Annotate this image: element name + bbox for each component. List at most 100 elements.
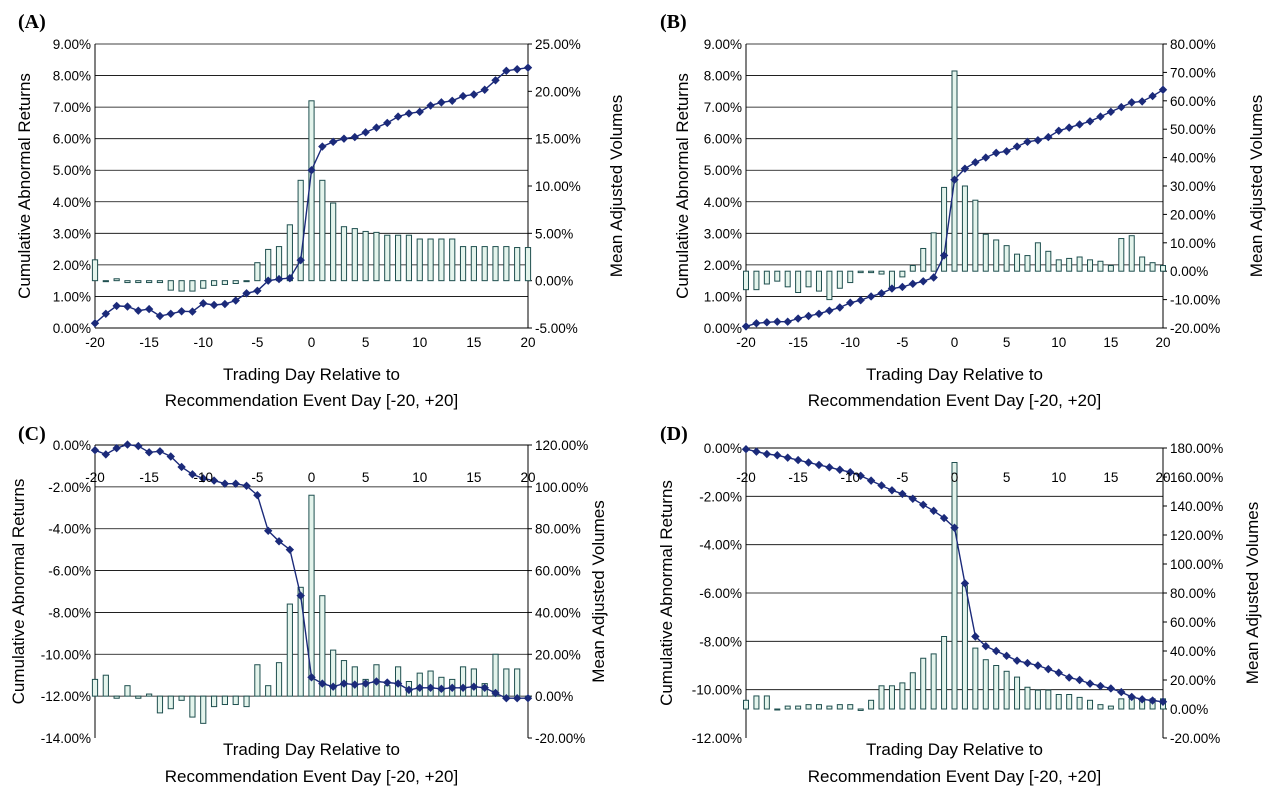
left-axis-tick-label: 0.00% <box>53 321 91 336</box>
car-data-point <box>166 309 175 318</box>
x-axis-tick-label: 0 <box>951 335 959 350</box>
volume-bar <box>178 695 185 701</box>
x-axis-tick-label: 5 <box>362 470 370 485</box>
car-data-point <box>144 304 154 314</box>
car-data-point <box>469 90 479 99</box>
left-axis-tick-label: 9.00% <box>704 37 742 52</box>
car-data-point <box>825 306 834 315</box>
volume-bar <box>1087 259 1094 272</box>
car-data-point <box>741 445 751 454</box>
x-axis-tick-label: -20 <box>736 470 756 485</box>
car-data-point <box>1127 692 1136 702</box>
car-data-point <box>393 112 403 121</box>
volume-bar <box>836 704 843 710</box>
car-data-point <box>512 65 522 74</box>
volume-bar <box>124 280 131 284</box>
car-data-point <box>762 318 772 327</box>
x-axis-tick-label: -15 <box>139 335 159 350</box>
volume-bar <box>1159 265 1167 272</box>
car-data-point <box>101 309 111 318</box>
volume-bar <box>920 247 927 272</box>
right-axis-tick-label: 25.00% <box>535 37 581 52</box>
volume-bar <box>784 270 791 288</box>
volume-bar <box>826 705 833 710</box>
volume-bar <box>857 708 864 711</box>
left-axis-tick-label: 4.00% <box>704 195 742 210</box>
volume-bar <box>243 280 250 283</box>
x-axis-tick-label: 0 <box>951 470 959 485</box>
volume-bar <box>857 270 864 274</box>
right-axis-tick-label: 0.00% <box>535 689 573 704</box>
car-data-point <box>426 101 435 110</box>
left-axis-tick-label: -8.00% <box>48 605 91 620</box>
volume-bar <box>784 705 791 710</box>
right-axis-tick-label: 5.00% <box>535 226 573 241</box>
left-axis-tick-label: -4.00% <box>699 538 742 553</box>
car-data-point <box>1023 658 1032 668</box>
car-data-point <box>383 678 392 687</box>
car-data-point <box>1023 137 1032 147</box>
volume-bar <box>899 682 906 710</box>
car-data-point <box>469 682 479 691</box>
right-axis-tick-label: 60.00% <box>1170 94 1216 109</box>
x-axis-tick-label: 20 <box>1155 335 1170 350</box>
volume-bar <box>405 234 413 282</box>
right-axis-title: Mean Adjusted Volumes <box>1247 95 1266 277</box>
panel-label: (D) <box>660 423 688 445</box>
volume-bar <box>232 280 239 285</box>
x-axis-tick-label: 0 <box>308 470 316 485</box>
car-data-point <box>1137 97 1147 106</box>
left-axis-title: Cumulative Abnormal Returns <box>657 480 676 706</box>
car-data-point <box>328 137 338 147</box>
car-data-point <box>296 255 305 265</box>
volume-bar <box>1087 699 1094 710</box>
left-axis-tick-label: -2.00% <box>699 489 742 504</box>
x-axis-tick-label: -15 <box>788 335 808 350</box>
car-data-point <box>253 286 262 295</box>
car-data-point <box>415 683 424 692</box>
car-data-point <box>1106 107 1116 117</box>
volume-bar <box>427 238 434 282</box>
volume-bar <box>221 695 228 706</box>
car-data-point <box>209 300 219 310</box>
car-data-point <box>950 523 959 532</box>
volume-bar <box>1014 253 1021 272</box>
car-data-point <box>404 109 414 118</box>
volume-bar <box>951 70 958 272</box>
car-data-point <box>90 446 100 455</box>
car-data-point <box>339 679 349 688</box>
right-axis-tick-label: 0.00% <box>1170 264 1208 279</box>
car-data-point <box>220 299 230 309</box>
left-axis-tick-label: -6.00% <box>699 586 742 601</box>
volume-bar <box>993 239 1000 272</box>
car-data-point <box>981 641 990 651</box>
car-data-point <box>1117 687 1126 697</box>
volume-bar <box>805 704 812 710</box>
volume-bar <box>384 685 391 697</box>
x-axis-tick-label: 0 <box>308 335 316 350</box>
car-data-point <box>835 465 845 474</box>
car-data-point <box>90 319 100 328</box>
right-axis-tick-label: 120.00% <box>1170 528 1223 543</box>
volume-bar <box>972 199 979 272</box>
volume-bar <box>930 232 937 272</box>
volume-bar <box>470 246 477 282</box>
volume-bar <box>815 704 822 710</box>
volume-bar <box>961 585 968 710</box>
car-data-point <box>296 591 305 600</box>
right-axis-tick-label: 120.00% <box>535 438 588 453</box>
right-axis-tick-label: 160.00% <box>1170 470 1223 485</box>
left-axis-title: Cumulative Abnormal Returns <box>673 73 692 299</box>
car-data-point <box>134 306 143 315</box>
volume-bar <box>124 685 131 697</box>
car-data-point <box>1033 136 1043 145</box>
left-axis-tick-label: 8.00% <box>704 69 742 84</box>
car-data-point <box>1158 85 1168 94</box>
x-axis-title-line1: Trading Day Relative to <box>223 740 400 759</box>
right-axis-tick-label: 60.00% <box>1170 615 1216 630</box>
volume-bar <box>362 230 369 282</box>
car-data-point <box>877 481 886 490</box>
car-data-point <box>1064 123 1074 132</box>
car-data-point <box>950 175 959 184</box>
car-data-point <box>112 443 121 453</box>
